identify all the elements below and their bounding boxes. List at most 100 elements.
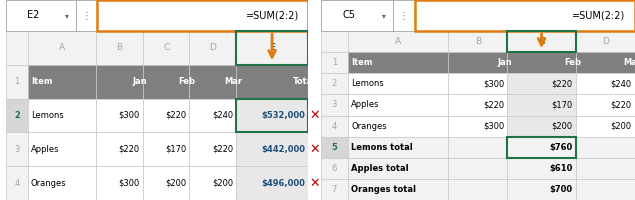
Text: $200: $200 bbox=[212, 179, 233, 188]
Text: 1: 1 bbox=[15, 77, 20, 86]
Text: $170: $170 bbox=[165, 145, 187, 154]
Text: Mar: Mar bbox=[224, 77, 242, 86]
Text: Item: Item bbox=[351, 58, 373, 67]
Bar bbox=[236, 65, 308, 99]
Bar bbox=[189, 166, 236, 200]
Text: 3: 3 bbox=[15, 145, 20, 154]
Bar bbox=[6, 31, 28, 65]
Bar bbox=[507, 137, 576, 158]
Bar bbox=[507, 52, 576, 73]
Bar bbox=[28, 99, 96, 132]
Bar bbox=[321, 73, 348, 94]
Text: D: D bbox=[210, 43, 217, 52]
Text: 6: 6 bbox=[331, 164, 337, 173]
Text: ✕: ✕ bbox=[309, 177, 320, 190]
Text: Jan: Jan bbox=[133, 77, 147, 86]
Bar bbox=[348, 73, 448, 94]
Text: Oranges: Oranges bbox=[31, 179, 67, 188]
Text: $300: $300 bbox=[119, 111, 140, 120]
Bar bbox=[576, 73, 635, 94]
Bar bbox=[6, 65, 28, 99]
Bar bbox=[236, 31, 308, 65]
Text: Mar: Mar bbox=[623, 58, 635, 67]
Bar bbox=[96, 166, 143, 200]
Bar bbox=[143, 65, 189, 99]
Bar bbox=[348, 179, 448, 200]
Bar bbox=[576, 52, 635, 73]
Text: 2: 2 bbox=[331, 79, 337, 88]
Text: ✕: ✕ bbox=[309, 109, 320, 122]
Text: 4: 4 bbox=[15, 179, 20, 188]
Bar bbox=[28, 65, 96, 99]
Text: Oranges total: Oranges total bbox=[351, 185, 416, 194]
Text: B: B bbox=[116, 43, 123, 52]
Text: $496,000: $496,000 bbox=[261, 179, 305, 188]
Text: D: D bbox=[602, 37, 609, 46]
Bar bbox=[576, 179, 635, 200]
Text: 5: 5 bbox=[331, 143, 337, 152]
Bar bbox=[236, 99, 308, 132]
Bar bbox=[448, 94, 507, 116]
Bar bbox=[236, 132, 308, 166]
Text: 2: 2 bbox=[14, 111, 20, 120]
Bar bbox=[189, 65, 236, 99]
Text: ⋮: ⋮ bbox=[399, 10, 409, 21]
Text: Apples total: Apples total bbox=[351, 164, 409, 173]
Bar bbox=[448, 158, 507, 179]
Bar bbox=[507, 179, 576, 200]
Bar bbox=[415, 0, 635, 31]
Bar bbox=[6, 99, 28, 132]
Text: $220: $220 bbox=[483, 100, 504, 109]
Text: $220: $220 bbox=[611, 100, 632, 109]
Bar bbox=[507, 94, 576, 116]
Bar bbox=[321, 179, 348, 200]
Text: =SUM(2:2): =SUM(2:2) bbox=[246, 10, 299, 21]
Text: Oranges: Oranges bbox=[351, 122, 387, 131]
Text: E2: E2 bbox=[27, 10, 40, 21]
Text: 3: 3 bbox=[331, 100, 337, 109]
Text: Lemons: Lemons bbox=[351, 79, 384, 88]
Bar bbox=[28, 132, 96, 166]
Bar bbox=[576, 137, 635, 158]
Text: $220: $220 bbox=[119, 145, 140, 154]
Text: E: E bbox=[269, 43, 275, 52]
Text: C: C bbox=[163, 43, 170, 52]
Text: A: A bbox=[59, 43, 65, 52]
Bar bbox=[28, 166, 96, 200]
Bar bbox=[189, 99, 236, 132]
Bar bbox=[507, 158, 576, 179]
Bar bbox=[321, 52, 348, 73]
Bar bbox=[348, 137, 448, 158]
Text: C5: C5 bbox=[343, 10, 356, 21]
Bar bbox=[448, 137, 507, 158]
Text: $170: $170 bbox=[551, 100, 573, 109]
Bar bbox=[6, 166, 28, 200]
Text: $300: $300 bbox=[483, 122, 504, 131]
Text: $220: $220 bbox=[165, 111, 187, 120]
Text: ▾: ▾ bbox=[382, 11, 385, 20]
Text: $300: $300 bbox=[483, 79, 504, 88]
Text: 7: 7 bbox=[331, 185, 337, 194]
Text: Lemons: Lemons bbox=[31, 111, 64, 120]
Bar bbox=[189, 132, 236, 166]
Bar bbox=[507, 31, 576, 52]
Bar bbox=[143, 166, 189, 200]
Bar bbox=[6, 0, 76, 31]
Text: 1: 1 bbox=[331, 58, 337, 67]
Text: ▾: ▾ bbox=[65, 11, 69, 20]
Bar bbox=[96, 31, 143, 65]
Text: $220: $220 bbox=[552, 79, 573, 88]
Text: $610: $610 bbox=[549, 164, 573, 173]
Text: C: C bbox=[538, 37, 545, 46]
Bar bbox=[76, 0, 97, 31]
Bar bbox=[507, 116, 576, 137]
Bar bbox=[143, 99, 189, 132]
Bar bbox=[448, 31, 507, 52]
Bar bbox=[321, 137, 348, 158]
Text: $532,000: $532,000 bbox=[261, 111, 305, 120]
Text: Lemons total: Lemons total bbox=[351, 143, 413, 152]
Text: B: B bbox=[475, 37, 481, 46]
Bar bbox=[348, 31, 448, 52]
Text: Jan: Jan bbox=[497, 58, 512, 67]
Text: $300: $300 bbox=[119, 179, 140, 188]
